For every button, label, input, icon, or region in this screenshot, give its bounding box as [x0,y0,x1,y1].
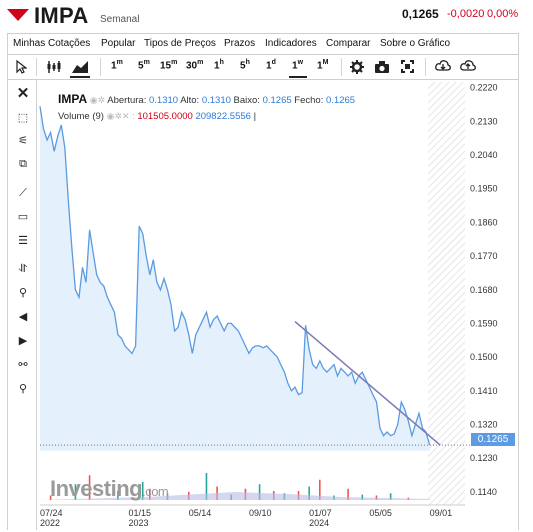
high-value: 0.1310 [201,95,231,106]
menu-compare[interactable]: Comparar [326,38,371,49]
pitchfork-tool-icon[interactable]: ⥯ [18,263,28,275]
last-price-tag: 0.1265 [471,433,515,446]
active-interval-indicator [289,76,307,78]
trend-down-icon [7,9,29,21]
fibonacci-tool-icon[interactable]: ☰ [18,235,28,247]
eye-icon[interactable]: ◉ [89,95,98,105]
interval-30m[interactable]: 30m [186,59,204,72]
high-label: Alto: [180,95,200,106]
interval-15m[interactable]: 15m [160,59,178,72]
copy-tool-icon[interactable]: ⧉ [19,158,27,170]
menu-popular[interactable]: Popular [101,38,136,49]
legend-symbol: IMPA [58,92,88,106]
cloud-download-icon[interactable] [435,60,451,73]
open-label: Abertura: [107,95,147,106]
interval-1w[interactable]: 1w [292,59,304,72]
trendline-tool-icon[interactable]: ⟋ [19,187,27,199]
settings-icon[interactable]: ✲ [114,111,122,121]
chart-legend-ohlc: IMPA ◉✲ Abertura: 0.1310 Alto: 0.1310 Ba… [58,92,355,106]
eye-icon[interactable]: ◉ [106,111,115,121]
close-value: 0.1265 [325,95,356,106]
menu-about-chart[interactable]: Sobre o Gráfico [380,38,451,49]
interval-1d[interactable]: 1d [266,59,276,72]
chart-toolbar: 1m 5m 15m 30m 1h 5h 1d 1w 1M [7,55,519,80]
investing-logo: Investing.com [50,476,169,501]
arrow-right-tool-icon[interactable]: ▶ [18,335,28,347]
interval-5m[interactable]: 5m [138,59,150,72]
volume-cursor: | [253,111,257,122]
menu-my-quotes[interactable]: Minhas Cotações [13,38,91,49]
interval-1h[interactable]: 1h [214,59,224,72]
active-chart-type-indicator [70,76,90,78]
magnet-tool-icon[interactable]: ⚟ [18,135,28,147]
volume-value-a: 101505.0000 [137,111,193,122]
drawing-tools-sidebar: ✕ ⬚ ⚟ ⧉ ⟋ ▭ ☰ ⥯ ⚲ ◀ ▶ ⚯ ⚲ [7,80,37,530]
remove-icon[interactable]: ✕ [121,111,130,121]
fullscreen-icon[interactable] [401,60,414,73]
interval-1M[interactable]: 1M [317,59,329,72]
gear-icon[interactable] [350,60,364,74]
zoom-tool-icon[interactable]: ⚲ [18,383,28,395]
rectangle-tool-icon[interactable]: ▭ [17,211,29,223]
volume-value-b: 209822.5556 [195,111,251,122]
menu-periods[interactable]: Prazos [224,38,256,49]
chart-legend-volume: Volume (9) ◉✲✕ : 101505.0000 209822.5556… [58,111,257,122]
menu-price-types[interactable]: Tipos de Preços [144,38,216,49]
price-change-pct: 0,00% [487,8,519,20]
chart-panel [37,80,519,530]
candlestick-chart-icon[interactable] [46,60,62,74]
camera-icon[interactable] [375,61,389,73]
page-title: IMPA [34,3,89,28]
last-price: 0,1265 [402,7,439,21]
cursor-icon[interactable] [15,60,27,74]
settings-icon[interactable]: ✲ [97,95,106,105]
low-value: 0.1265 [262,95,292,106]
close-label: Fecho: [294,95,324,106]
text-tool-icon[interactable]: ⚲ [18,287,28,299]
close-icon[interactable]: ✕ [16,85,30,102]
select-tool-icon[interactable]: ⬚ [17,112,29,124]
menu-indicators[interactable]: Indicadores [265,38,317,49]
interval-5h[interactable]: 5h [240,59,250,72]
interval-1m[interactable]: 1m [111,59,123,72]
period-label: Semanal [100,14,140,25]
measure-tool-icon[interactable]: ⚯ [18,359,28,371]
price-change: -0,0020 [447,8,485,20]
quote-header: IMPA Semanal 0,1265 -0,0020 0,00% [0,0,533,32]
chart-menu-bar: Minhas Cotações Popular Tipos de Preços … [7,33,519,55]
cloud-upload-icon[interactable] [460,60,476,73]
low-label: Baixo: [233,95,260,106]
volume-label: Volume (9) [58,111,104,122]
arrow-left-tool-icon[interactable]: ◀ [18,311,28,323]
area-chart-icon[interactable] [72,61,88,73]
open-value: 0.1310 [149,95,179,106]
